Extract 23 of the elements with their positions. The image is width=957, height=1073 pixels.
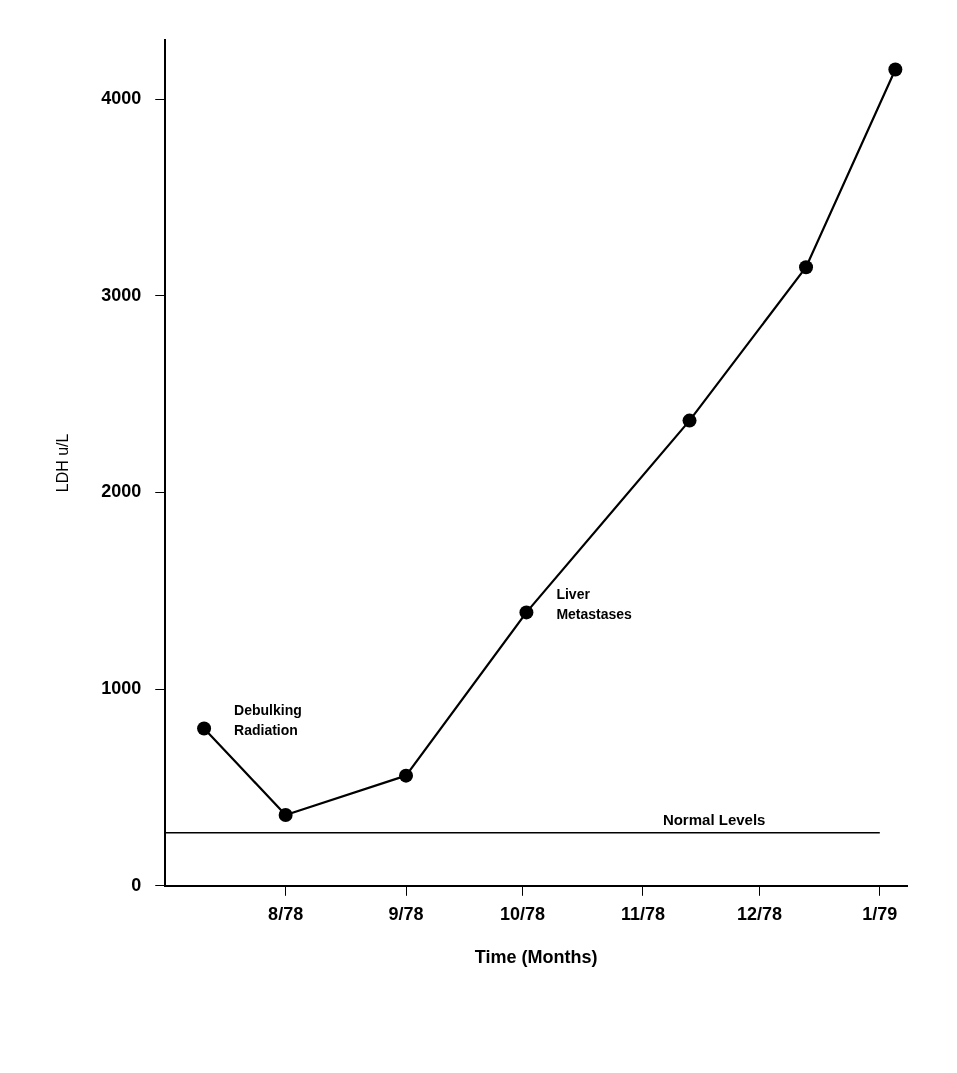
y-tick-label: 2000 [101,481,142,502]
point [682,413,697,428]
point [197,721,212,736]
annotation: Liver Metastases [556,586,633,623]
y-axis-title: LDH u/L [54,433,72,493]
x-tick-label: 12/78 [736,903,782,924]
y-tick-label: 1000 [101,678,142,699]
x-tick-label: 9/78 [388,903,424,924]
x-tick-label: 8/78 [268,903,304,924]
x-tick-label: 1/79 [862,903,898,924]
y-tick-label: 4000 [101,87,142,108]
point [278,807,293,822]
y-tick-label: 3000 [101,284,142,305]
ref-line-label: Normal Levels [662,811,766,829]
point [399,768,414,783]
annotation: Debulking Radiation [234,702,302,739]
point [519,605,534,620]
y-tick-label: 0 [131,874,142,895]
point [799,260,814,275]
x-tick-label: 11/78 [620,903,665,924]
point [888,62,903,77]
x-tick-label: 10/78 [500,903,546,924]
x-axis-title: Time (Months) [474,947,598,968]
